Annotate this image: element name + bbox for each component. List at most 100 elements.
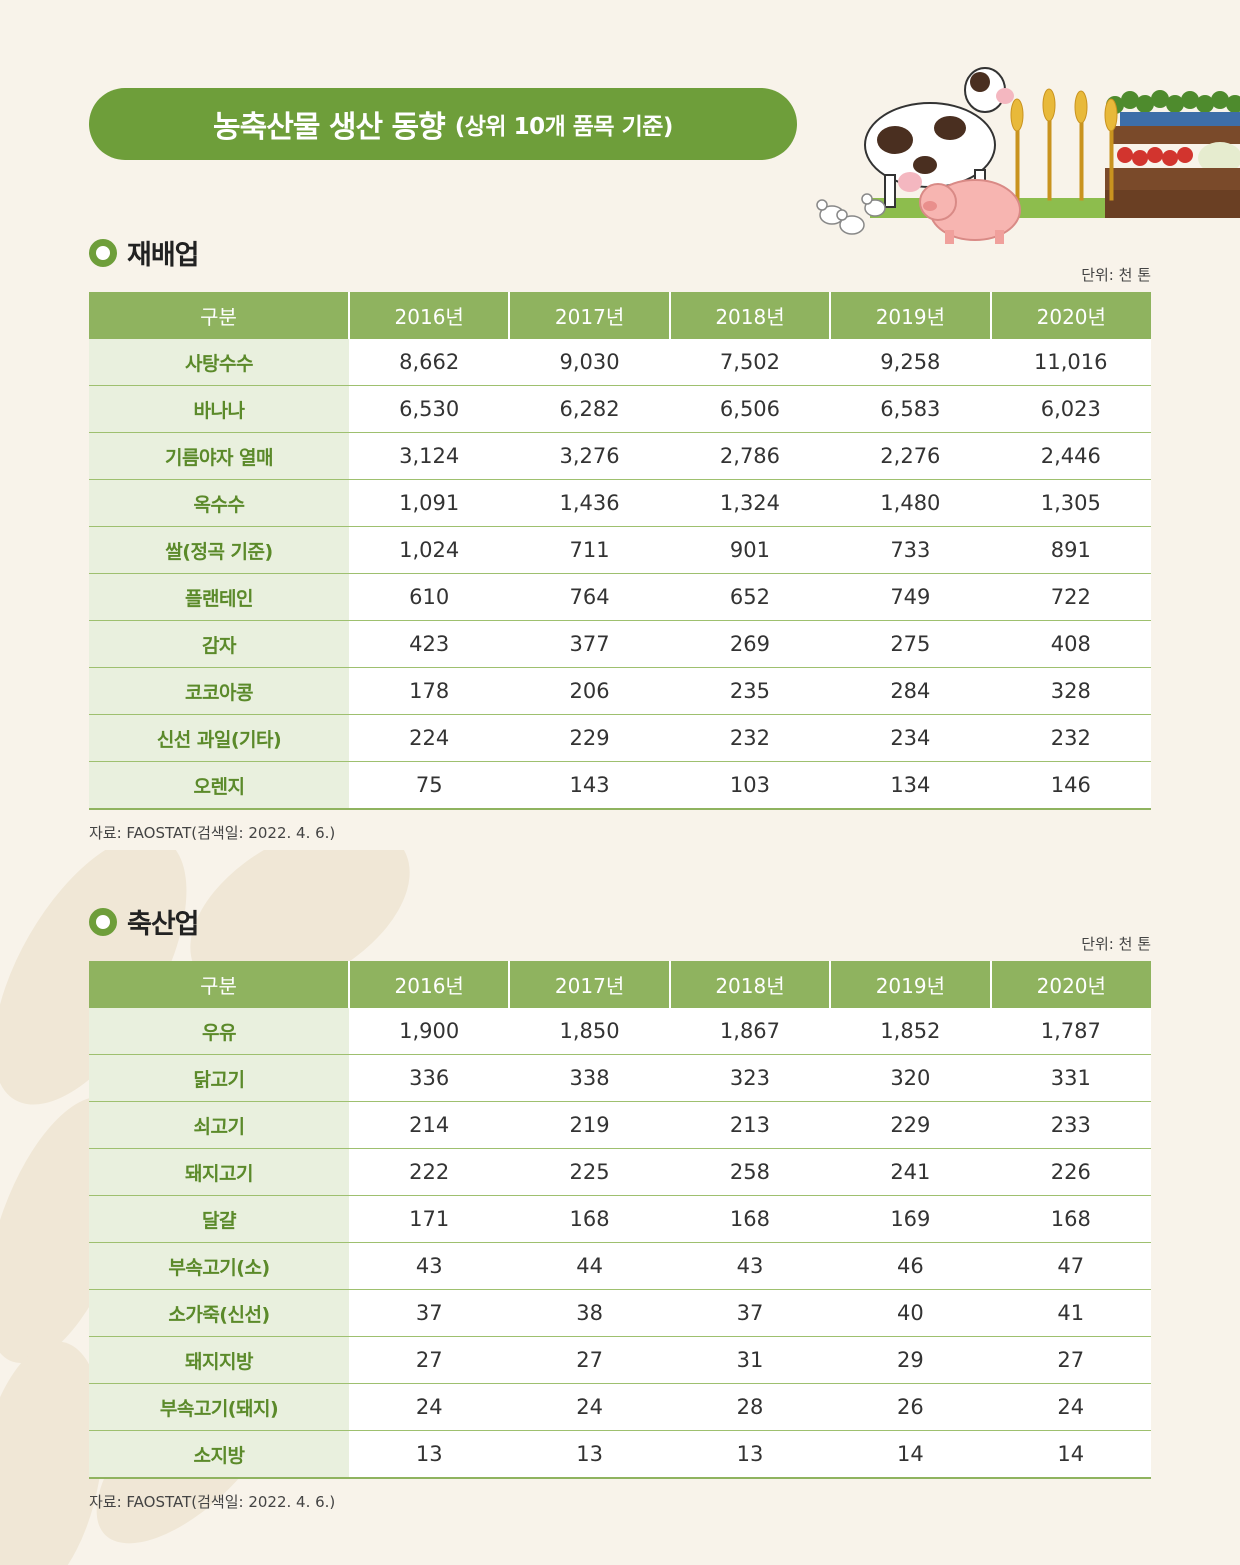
- table-cell: 1,900: [349, 1008, 510, 1055]
- row-label: 쇠고기: [89, 1101, 349, 1149]
- row-label: 플랜테인: [89, 573, 349, 621]
- table-cell: 3,276: [509, 432, 670, 480]
- table-cell: 24: [349, 1383, 510, 1431]
- table-cell: 40: [830, 1289, 991, 1337]
- section-heading-crops: 재배업: [89, 233, 200, 272]
- table-cell: 749: [830, 573, 991, 621]
- table-header-row: 구분 2016년 2017년 2018년 2019년 2020년: [89, 292, 1151, 339]
- column-header: 2019년: [829, 961, 991, 1008]
- row-label: 오렌지: [89, 761, 349, 809]
- table-row: 옥수수 1,091 1,436 1,324 1,480 1,305: [89, 479, 1151, 527]
- table-row: 소가죽(신선) 37 38 37 40 41: [89, 1289, 1151, 1337]
- table-cell: 38: [509, 1289, 670, 1337]
- table-cell: 13: [509, 1430, 670, 1478]
- table-row: 신선 과일(기타) 224 229 232 234 232: [89, 714, 1151, 762]
- page-title: 농축산물 생산 동향 (상위 10개 품목 기준): [89, 88, 797, 160]
- table-row: 돼지지방 27 27 31 29 27: [89, 1336, 1151, 1384]
- table-cell: 6,530: [349, 385, 510, 433]
- table-cell: 722: [990, 573, 1151, 621]
- table-cell: 331: [990, 1054, 1151, 1102]
- bullet-icon: [89, 907, 117, 936]
- table-cell: 1,787: [990, 1008, 1151, 1055]
- column-header: 2017년: [508, 961, 670, 1008]
- table-cell: 27: [509, 1336, 670, 1384]
- table-row: 플랜테인 610 764 652 749 722: [89, 573, 1151, 621]
- table-cell: 1,091: [349, 479, 510, 527]
- table-row: 쌀(정곡 기준) 1,024 711 901 733 891: [89, 526, 1151, 574]
- table-cell: 652: [669, 573, 831, 621]
- table-cell: 711: [509, 526, 670, 574]
- row-label: 쌀(정곡 기준): [89, 526, 349, 574]
- table-cell: 146: [990, 761, 1151, 809]
- table-header-row: 구분 2016년 2017년 2018년 2019년 2020년: [89, 961, 1151, 1008]
- table-cell: 233: [990, 1101, 1151, 1149]
- table-cell: 1,324: [669, 479, 831, 527]
- table-cell: 13: [349, 1430, 510, 1478]
- table-row: 쇠고기 214 219 213 229 233: [89, 1101, 1151, 1149]
- table-cell: 733: [830, 526, 991, 574]
- row-label: 소지방: [89, 1430, 349, 1478]
- table-cell: 46: [830, 1242, 991, 1290]
- column-header: 2018년: [668, 961, 831, 1008]
- section-title: 재배업: [127, 240, 200, 271]
- row-label: 부속고기(돼지): [89, 1383, 349, 1431]
- table-row: 기름야자 열매 3,124 3,276 2,786 2,276 2,446: [89, 432, 1151, 480]
- table-row: 감자 423 377 269 275 408: [89, 620, 1151, 668]
- table-cell: 41: [990, 1289, 1151, 1337]
- table-cell: 232: [990, 714, 1151, 762]
- table-cell: 168: [509, 1195, 670, 1243]
- table-cell: 6,282: [509, 385, 670, 433]
- row-label: 기름야자 열매: [89, 432, 349, 480]
- table-cell: 225: [509, 1148, 670, 1196]
- table-cell: 14: [990, 1430, 1151, 1478]
- table-cell: 241: [830, 1148, 991, 1196]
- table-cell: 171: [349, 1195, 510, 1243]
- table-cell: 901: [669, 526, 831, 574]
- table-cell: 284: [830, 667, 991, 715]
- row-label: 부속고기(소): [89, 1242, 349, 1290]
- table-cell: 103: [669, 761, 831, 809]
- table-cell: 232: [669, 714, 831, 762]
- row-label: 옥수수: [89, 479, 349, 527]
- table-cell: 9,258: [830, 339, 991, 386]
- table-cell: 75: [349, 761, 510, 809]
- crops-table: 구분 2016년 2017년 2018년 2019년 2020년 사탕수수 8,6…: [89, 292, 1151, 810]
- table-cell: 377: [509, 620, 670, 668]
- column-header: 2016년: [347, 292, 510, 339]
- livestock-table: 구분 2016년 2017년 2018년 2019년 2020년 우유 1,900…: [89, 961, 1151, 1479]
- table-cell: 224: [349, 714, 510, 762]
- table-cell: 891: [990, 526, 1151, 574]
- table-cell: 43: [349, 1242, 510, 1290]
- section-title: 축산업: [127, 909, 200, 940]
- table-cell: 143: [509, 761, 670, 809]
- table-cell: 764: [509, 573, 670, 621]
- row-label: 감자: [89, 620, 349, 668]
- table-cell: 27: [990, 1336, 1151, 1384]
- table-cell: 134: [830, 761, 991, 809]
- row-label: 닭고기: [89, 1054, 349, 1102]
- table-cell: 29: [830, 1336, 991, 1384]
- column-header: 2017년: [508, 292, 670, 339]
- table-cell: 213: [669, 1101, 831, 1149]
- table-row: 사탕수수 8,662 9,030 7,502 9,258 11,016: [89, 339, 1151, 386]
- section-heading-livestock: 축산업: [89, 902, 200, 941]
- table-cell: 1,480: [830, 479, 991, 527]
- table-cell: 44: [509, 1242, 670, 1290]
- table-row: 소지방 13 13 13 14 14: [89, 1430, 1151, 1478]
- column-header: 2016년: [347, 961, 510, 1008]
- table-cell: 43: [669, 1242, 831, 1290]
- table-cell: 27: [349, 1336, 510, 1384]
- table-cell: 8,662: [349, 339, 510, 386]
- table-cell: 24: [990, 1383, 1151, 1431]
- table-cell: 336: [349, 1054, 510, 1102]
- row-label: 소가죽(신선): [89, 1289, 349, 1337]
- table-cell: 9,030: [509, 339, 670, 386]
- table-cell: 6,583: [830, 385, 991, 433]
- table-cell: 13: [669, 1430, 831, 1478]
- column-header: 2020년: [989, 961, 1151, 1008]
- cow-icon: [864, 67, 1014, 208]
- table-cell: 1,852: [830, 1008, 991, 1055]
- table-cell: 320: [830, 1054, 991, 1102]
- table-cell: 219: [509, 1101, 670, 1149]
- table-cell: 1,436: [509, 479, 670, 527]
